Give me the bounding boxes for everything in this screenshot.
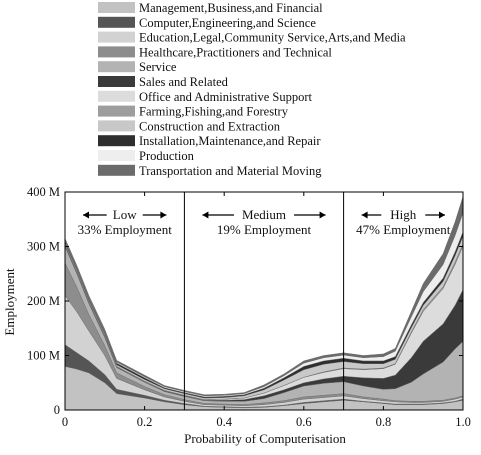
legend-swatch-transportation-and-material-moving [98,164,135,176]
legend-swatch-farming-fishing-and-forestry [98,105,135,117]
axes: 0 0.2 0.4 0.6 0.8 1.0 0 100 M 200 M 300 M 400 M [27,185,471,429]
legend-label-healthcare-practitioners-and-technical: Healthcare,Practitioners and Technical [139,45,332,59]
legend-swatch-installation-maintenance-and-repair [98,135,135,147]
y-tick-label: 300 M [27,240,60,254]
x-axis-title: Probability of Computerisation [184,431,346,446]
arrowhead-right-icon [319,211,326,219]
x-tick-label: 0.4 [216,415,232,429]
legend-swatch-healthcare-practitioners-and-technical [98,46,135,58]
legend-swatch-education-legal-community-service-arts-and-media [98,31,135,43]
region-label-medium: Medium [242,207,286,222]
legend-swatch-construction-and-extraction [98,120,135,132]
legend-label-office-and-administrative-support: Office and Administrative Support [139,90,313,104]
region-share-medium: 19% Employment [217,222,312,237]
legend-label-education-legal-community-service-arts-and-media: Education,Legal,Community Service,Arts,a… [139,31,406,45]
y-axis-title: Employment [2,268,17,336]
legend-label-production: Production [139,149,195,163]
legend-swatch-production [98,150,135,161]
y-tick-label: 400 M [27,185,60,199]
x-tick-label: 0.8 [376,415,392,429]
legend-label-transportation-and-material-moving: Transportation and Material Moving [139,164,322,178]
x-tick-label: 0 [62,415,68,429]
region-share-low: 33% Employment [78,222,173,237]
region-share-high: 47% Employment [356,222,451,237]
arrowhead-right-icon [160,211,167,219]
y-tick-label: 100 M [27,349,60,363]
legend-label-construction-and-extraction: Construction and Extraction [139,119,281,133]
y-tick-label: 0 [54,403,60,417]
legend-label-computer-engineering-and-science: Computer,Engineering,and Science [139,16,316,30]
arrowhead-left-icon [361,211,368,219]
arrowhead-left-icon [202,211,209,219]
arrowhead-left-icon [83,211,89,219]
region-label-high: High [390,207,417,222]
x-tick-label: 1.0 [455,415,471,429]
legend-label-installation-maintenance-and-repair: Installation,Maintenance,and Repair [139,134,321,148]
legend-label-sales-and-related: Sales and Related [139,75,229,89]
legend-swatch-office-and-administrative-support [98,90,135,102]
arrowhead-right-icon [439,211,445,219]
x-tick-label: 0.6 [296,415,312,429]
legend: Management,Business,and FinancialCompute… [98,1,406,178]
legend-label-service: Service [139,60,177,74]
legend-label-farming-fishing-and-forestry: Farming,Fishing,and Forestry [139,105,289,119]
x-tick-label: 0.2 [137,415,153,429]
legend-swatch-management-business-and-financial [98,2,135,13]
legend-swatch-computer-engineering-and-science [98,16,135,28]
legend-label-management-business-and-financial: Management,Business,and Financial [139,1,323,15]
legend-swatch-service [98,61,135,73]
legend-swatch-sales-and-related [98,76,135,87]
region-label-low: Low [113,207,137,222]
y-tick-label: 200 M [27,294,60,308]
